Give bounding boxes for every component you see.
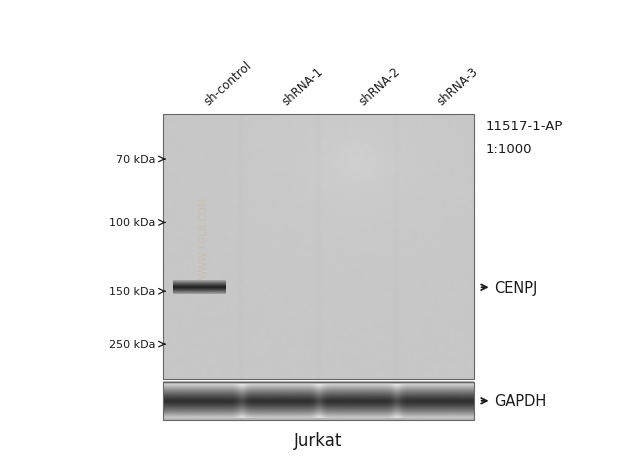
Bar	[163, 115, 474, 379]
Text: 250 kDa: 250 kDa	[109, 339, 156, 349]
Text: 70 kDa: 70 kDa	[116, 155, 156, 165]
Text: 100 kDa: 100 kDa	[109, 218, 156, 228]
Bar	[163, 382, 474, 420]
Text: 11517-1-AP: 11517-1-AP	[485, 120, 563, 133]
Text: shRNA-1: shRNA-1	[280, 65, 326, 108]
Text: GAPDH: GAPDH	[494, 393, 547, 409]
Text: WWW.TGLB.COM: WWW.TGLB.COM	[198, 196, 209, 279]
Text: CENPJ: CENPJ	[494, 280, 538, 295]
Text: 1:1000: 1:1000	[485, 143, 532, 156]
Text: sh-control: sh-control	[202, 59, 255, 108]
Text: Jurkat: Jurkat	[294, 431, 342, 449]
Text: 150 kDa: 150 kDa	[109, 286, 156, 297]
Text: shRNA-3: shRNA-3	[435, 65, 481, 108]
Text: shRNA-2: shRNA-2	[357, 65, 403, 108]
